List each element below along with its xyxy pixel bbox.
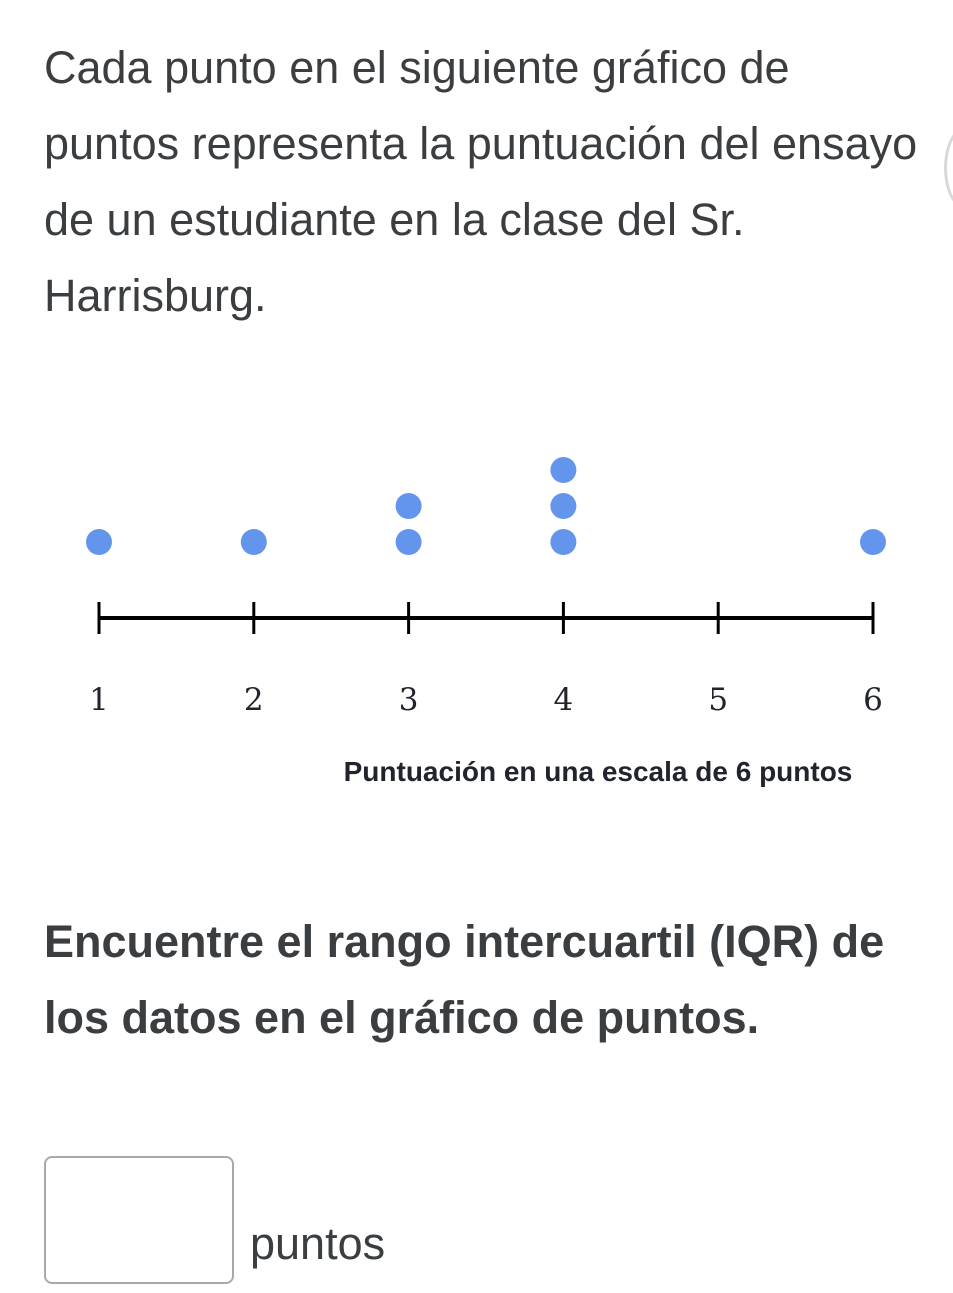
dot-plot: 1 2 3 4 5 6 Puntuación en una escala de 6 pun… [86,457,886,787]
data-dot [86,529,112,555]
problem-intro: Cada punto en el siguiente gráfico de pu… [44,42,918,321]
data-dot [860,529,886,555]
data-dot [550,529,577,555]
answer-unit-label: puntos [250,1218,386,1269]
number-line-tick-labels: 1 2 3 4 5 6 [89,682,883,718]
tick-label: 6 [863,682,883,718]
tick-label: 1 [89,682,109,718]
data-dot [550,457,577,483]
tick-label: 4 [554,682,574,718]
data-dot [240,529,267,555]
answer-input[interactable] [44,1156,234,1284]
tick-label: 5 [708,682,728,718]
data-dot [550,493,577,519]
data-dot [395,493,422,519]
number-line-ticks [97,602,875,634]
edge-scroll-indicator [944,128,953,208]
data-dot [395,529,422,555]
tick-label: 2 [244,682,264,718]
question-text: Encuentre el rango intercuartil (IQR) de… [44,916,885,1043]
tick-label: 3 [399,682,419,718]
x-axis-title: Puntuación en una escala de 6 puntos [344,756,853,787]
dot-plot-dots [86,457,886,555]
